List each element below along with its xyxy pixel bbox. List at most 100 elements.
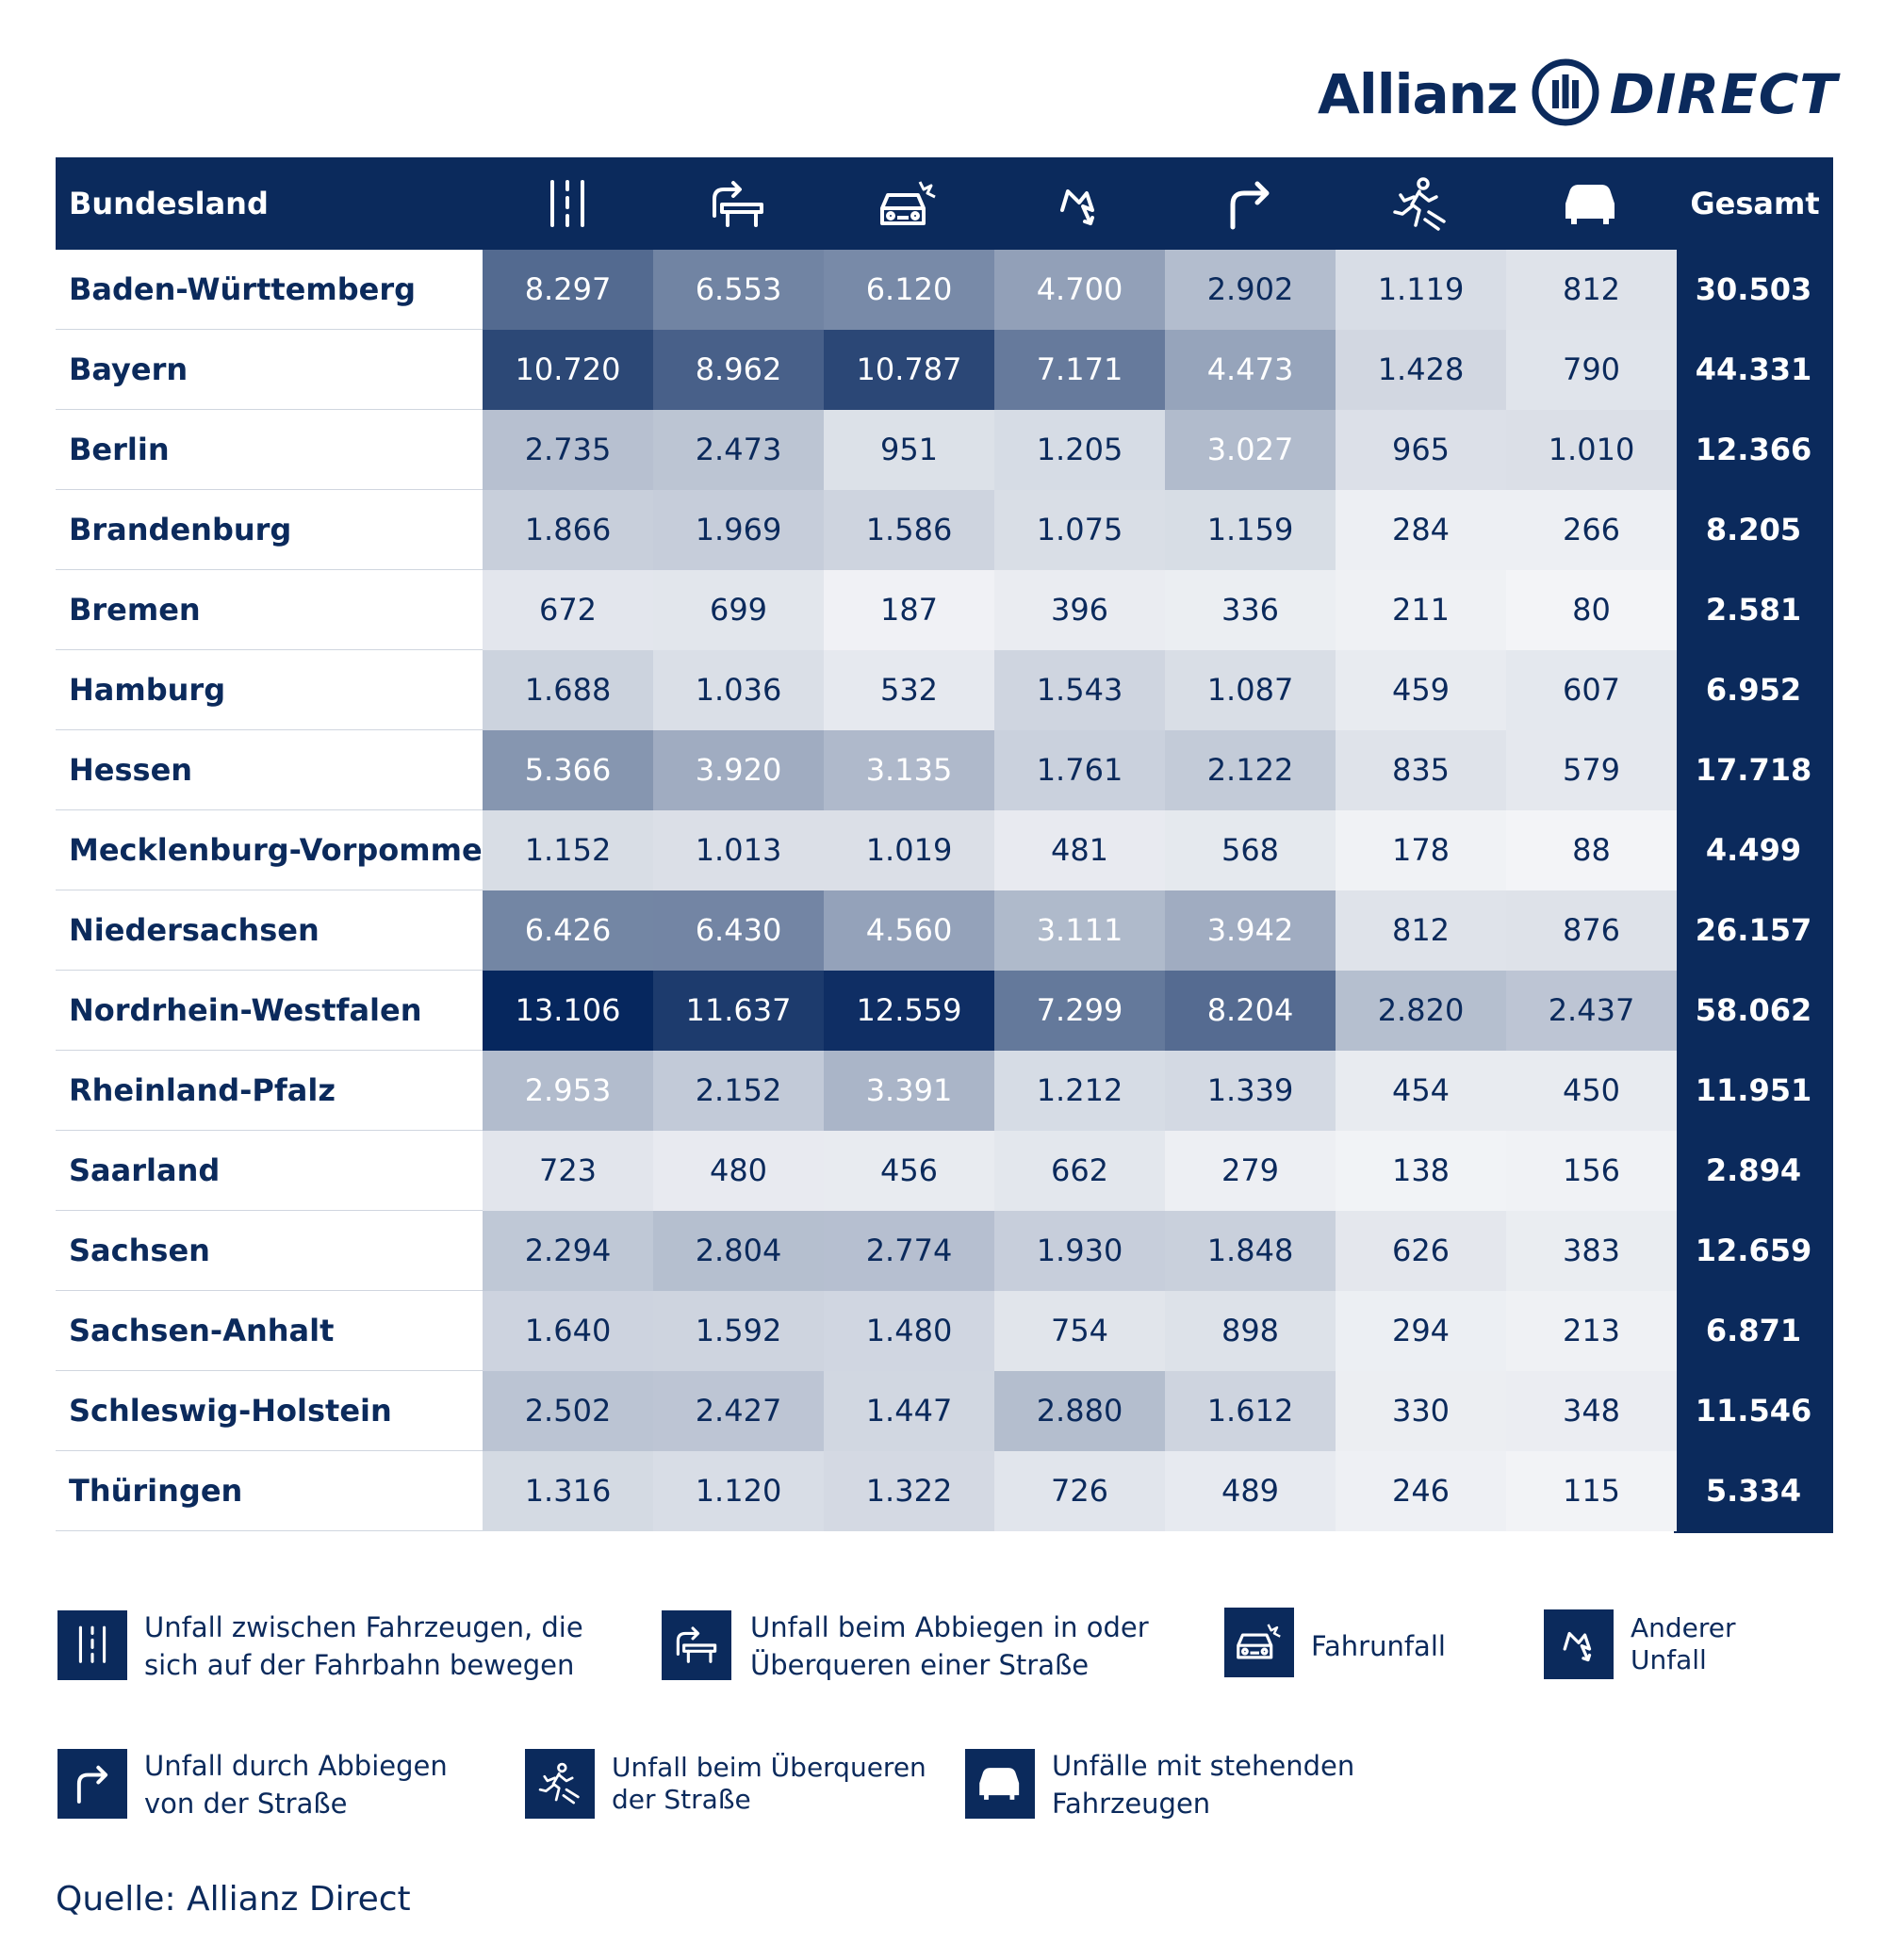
value-cell: 726 bbox=[994, 1451, 1165, 1531]
table-row: Niedersachsen 6.426 6.430 4.560 3.111 3.942 81… bbox=[56, 890, 1833, 971]
total-cell: 58.062 bbox=[1695, 992, 1812, 1028]
value-cell: 835 bbox=[1336, 730, 1506, 810]
value-cell: 480 bbox=[653, 1131, 824, 1211]
value-cell: 2.820 bbox=[1336, 971, 1506, 1051]
bundesland-name: Niedersachsen bbox=[69, 912, 320, 948]
value-cell: 4.700 bbox=[994, 250, 1165, 330]
value-cell: 1.152 bbox=[483, 810, 653, 890]
value-cell: 2.122 bbox=[1165, 730, 1336, 810]
value-cell: 1.120 bbox=[653, 1451, 824, 1531]
total-cell: 30.503 bbox=[1695, 271, 1812, 307]
logo-allianz-text: Allianz bbox=[1318, 62, 1518, 126]
value-cell: 1.447 bbox=[824, 1371, 994, 1451]
total-cell: 44.331 bbox=[1695, 351, 1812, 387]
table-row: Sachsen 2.294 2.804 2.774 1.930 1.848 626 383 12… bbox=[56, 1211, 1833, 1291]
value-cell: 6.430 bbox=[653, 890, 824, 971]
value-cell: 10.720 bbox=[483, 330, 653, 410]
legend-item-anderer-unfall: Anderer Unfall bbox=[1631, 1612, 1736, 1676]
value-cell: 8.297 bbox=[483, 250, 653, 330]
value-cell: 178 bbox=[1336, 810, 1506, 890]
value-cell: 754 bbox=[994, 1291, 1165, 1371]
value-cell: 1.119 bbox=[1336, 250, 1506, 330]
value-cell: 1.010 bbox=[1506, 410, 1677, 490]
total-cell: 12.366 bbox=[1695, 432, 1812, 467]
value-cell: 568 bbox=[1165, 810, 1336, 890]
total-cell: 17.718 bbox=[1695, 752, 1812, 788]
total-cell: 6.871 bbox=[1705, 1313, 1802, 1348]
value-cell: 456 bbox=[824, 1131, 994, 1211]
bundesland-name: Saarland bbox=[69, 1152, 221, 1188]
bundesland-name: Schleswig-Holstein bbox=[69, 1393, 392, 1429]
value-cell: 2.880 bbox=[994, 1371, 1165, 1451]
value-cell: 5.366 bbox=[483, 730, 653, 810]
value-cell: 3.920 bbox=[653, 730, 824, 810]
bundesland-name: Rheinland-Pfalz bbox=[69, 1072, 336, 1108]
value-cell: 1.969 bbox=[653, 490, 824, 570]
value-cell: 6.426 bbox=[483, 890, 653, 971]
anderer-unfall-icon bbox=[994, 176, 1164, 233]
value-cell: 383 bbox=[1506, 1211, 1677, 1291]
legend-anderer-unfall-icon bbox=[1544, 1609, 1614, 1679]
value-cell: 812 bbox=[1336, 890, 1506, 971]
value-cell: 672 bbox=[483, 570, 653, 650]
value-cell: 699 bbox=[653, 570, 824, 650]
value-cell: 13.106 bbox=[483, 971, 653, 1051]
value-cell: 4.560 bbox=[824, 890, 994, 971]
row-label-cell: Niedersachsen bbox=[56, 890, 483, 971]
value-cell: 951 bbox=[824, 410, 994, 490]
legend-fussgaenger-icon bbox=[525, 1749, 595, 1819]
total-cell: 2.581 bbox=[1705, 592, 1802, 628]
fahrunfall-icon bbox=[824, 176, 993, 233]
total-cell: 26.157 bbox=[1695, 912, 1812, 948]
value-cell: 294 bbox=[1336, 1291, 1506, 1371]
value-cell: 284 bbox=[1336, 490, 1506, 570]
source-note: Quelle: Allianz Direct bbox=[56, 1880, 411, 1919]
legend-text: der Straße bbox=[612, 1784, 751, 1815]
legend-abbiegen-kreuzen-icon bbox=[662, 1610, 731, 1680]
allianz-direct-logo: Allianz DIRECT bbox=[1318, 57, 1838, 132]
value-cell: 1.543 bbox=[994, 650, 1165, 730]
value-cell: 2.902 bbox=[1165, 250, 1336, 330]
table-row: Baden-Württemberg 8.297 6.553 6.120 4.700 2.9… bbox=[56, 250, 1833, 330]
value-cell: 396 bbox=[994, 570, 1165, 650]
value-cell: 8.204 bbox=[1165, 971, 1336, 1051]
bundesland-name: Baden-Württemberg bbox=[69, 271, 417, 307]
legend-text: Unfall beim Abbiegen in oder bbox=[750, 1611, 1149, 1643]
value-cell: 1.322 bbox=[824, 1451, 994, 1531]
legend-abbiegen-icon bbox=[57, 1749, 127, 1819]
value-cell: 481 bbox=[994, 810, 1165, 890]
value-cell: 2.437 bbox=[1506, 971, 1677, 1051]
value-cell: 6.120 bbox=[824, 250, 994, 330]
value-cell: 330 bbox=[1336, 1371, 1506, 1451]
value-cell: 1.640 bbox=[483, 1291, 653, 1371]
bundesland-name: Bayern bbox=[69, 351, 188, 387]
legend-text: sich auf der Fahrbahn bewegen bbox=[144, 1649, 575, 1681]
legend-text: Anderer bbox=[1631, 1612, 1736, 1643]
value-cell: 965 bbox=[1336, 410, 1506, 490]
value-cell: 1.339 bbox=[1165, 1051, 1336, 1131]
value-cell: 1.013 bbox=[653, 810, 824, 890]
legend-text: Unfall beim Überqueren bbox=[612, 1752, 926, 1783]
value-cell: 662 bbox=[994, 1131, 1165, 1211]
value-cell: 1.586 bbox=[824, 490, 994, 570]
value-cell: 1.212 bbox=[994, 1051, 1165, 1131]
value-cell: 336 bbox=[1165, 570, 1336, 650]
value-cell: 11.637 bbox=[653, 971, 824, 1051]
value-cell: 1.761 bbox=[994, 730, 1165, 810]
value-cell: 1.866 bbox=[483, 490, 653, 570]
row-label-cell: Baden-Württemberg bbox=[56, 250, 483, 330]
value-cell: 607 bbox=[1506, 650, 1677, 730]
value-cell: 1.316 bbox=[483, 1451, 653, 1531]
total-cell: 11.546 bbox=[1695, 1393, 1812, 1429]
value-cell: 2.502 bbox=[483, 1371, 653, 1451]
table-row: Bremen 672 699 187 396 336 211 80 2.581 bbox=[56, 570, 1833, 650]
row-label-cell: Sachsen bbox=[56, 1211, 483, 1291]
value-cell: 626 bbox=[1336, 1211, 1506, 1291]
legend-text: Überqueren einer Straße bbox=[750, 1649, 1090, 1681]
logo-direct-wordmark: DIRECT bbox=[1609, 62, 1838, 126]
value-cell: 3.135 bbox=[824, 730, 994, 810]
value-cell: 459 bbox=[1336, 650, 1506, 730]
value-cell: 1.036 bbox=[653, 650, 824, 730]
value-cell: 7.171 bbox=[994, 330, 1165, 410]
legend-item-abbiegen: Unfall durch Abbiegen von der Straße bbox=[144, 1747, 448, 1822]
